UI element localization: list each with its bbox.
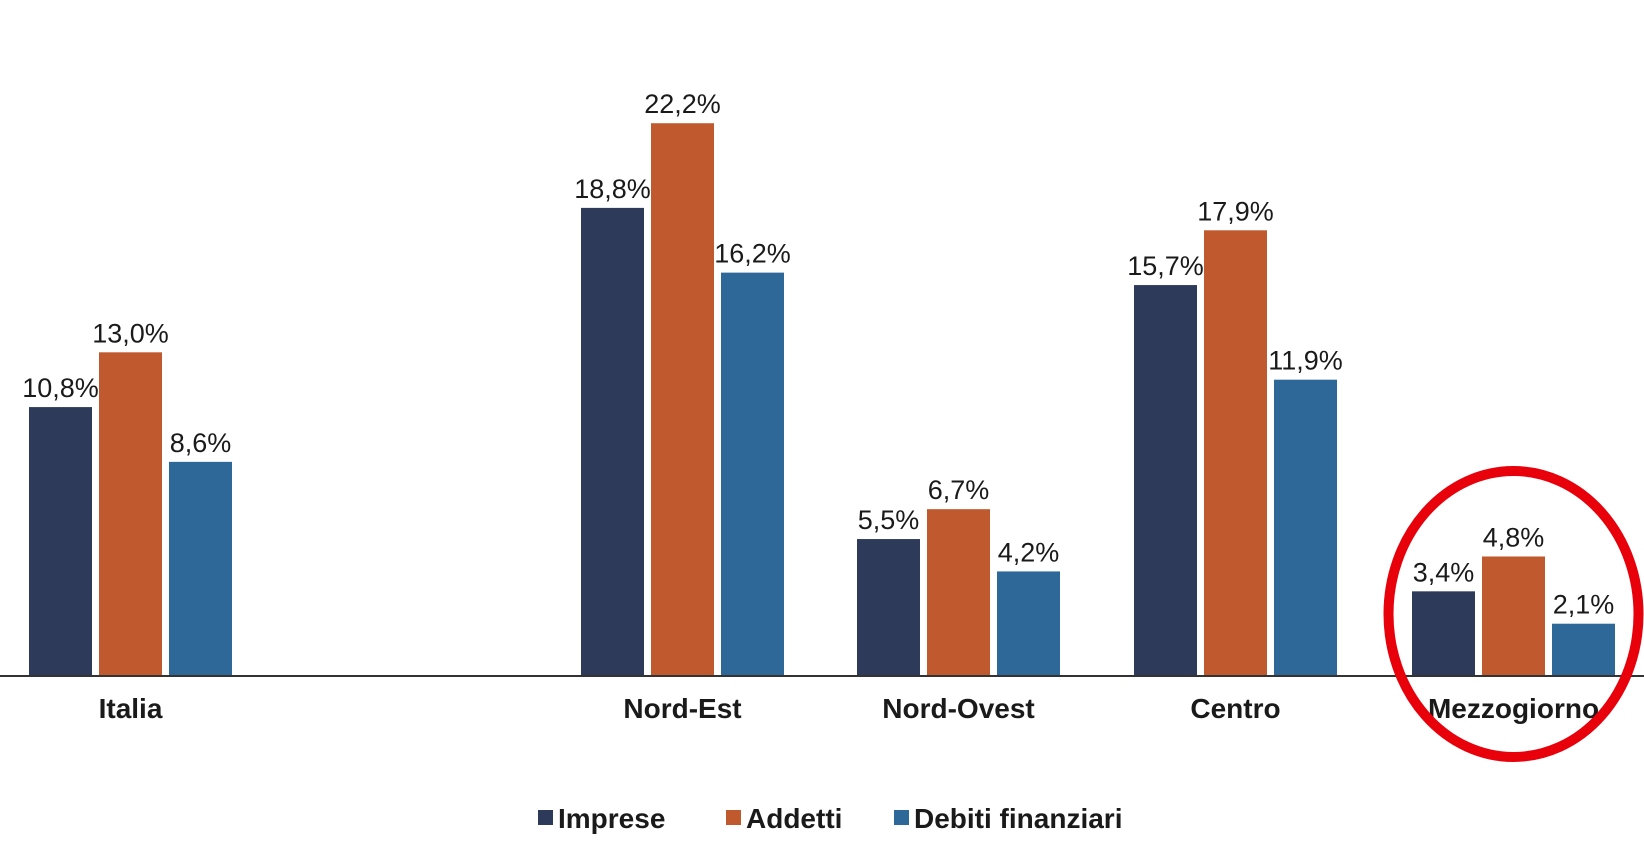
highlight-circle [1383,466,1644,762]
bar-nord-est-debiti-finanziari [721,272,784,676]
legend-swatch-imprese [538,810,553,825]
data-label: 10,8% [22,373,99,403]
bar-nord-ovest-imprese [857,539,920,676]
bar-italia-imprese [29,407,92,676]
data-label: 11,9% [1268,346,1343,376]
bar-italia-addetti [99,352,162,676]
data-label: 4,8% [1483,522,1545,552]
legend-swatch-addetti [726,810,741,825]
legend-swatch-debiti-finanziari [894,810,909,825]
data-label: 6,7% [928,475,990,505]
x-tick-label: Nord-Est [623,693,741,724]
bar-italia-debiti-finanziari [169,461,232,676]
bar-nord-ovest-addetti [927,509,990,676]
bar-centro-addetti [1204,230,1267,677]
bar-centro-debiti-finanziari [1274,379,1337,676]
data-label: 5,5% [858,505,920,535]
x-tick-label: Centro [1190,693,1280,724]
data-label: 8,6% [170,428,232,458]
data-label: 22,2% [644,89,721,119]
bar-mezzogiorno-addetti [1482,556,1545,676]
bar-mezzogiorno-debiti-finanziari [1552,623,1615,676]
data-label: 17,9% [1197,196,1274,226]
data-label: 2,1% [1553,590,1615,620]
data-label: 3,4% [1413,557,1475,587]
data-label: 13,0% [92,318,169,348]
legend-label: Debiti finanziari [914,803,1122,834]
bar-nord-est-imprese [581,207,644,676]
bar-centro-imprese [1134,285,1197,676]
bar-mezzogiorno-imprese [1412,591,1475,676]
bar-nord-est-addetti [651,123,714,677]
legend-label: Addetti [746,803,842,834]
x-tick-label: Nord-Ovest [882,693,1034,724]
data-label: 15,7% [1127,251,1204,281]
bar-nord-ovest-debiti-finanziari [997,571,1060,676]
legend-label: Imprese [558,803,665,834]
data-label: 16,2% [714,239,791,269]
data-label: 18,8% [574,174,651,204]
x-tick-label: Italia [99,693,163,724]
x-tick-label: Mezzogiorno [1428,693,1599,724]
data-label: 4,2% [998,537,1060,567]
